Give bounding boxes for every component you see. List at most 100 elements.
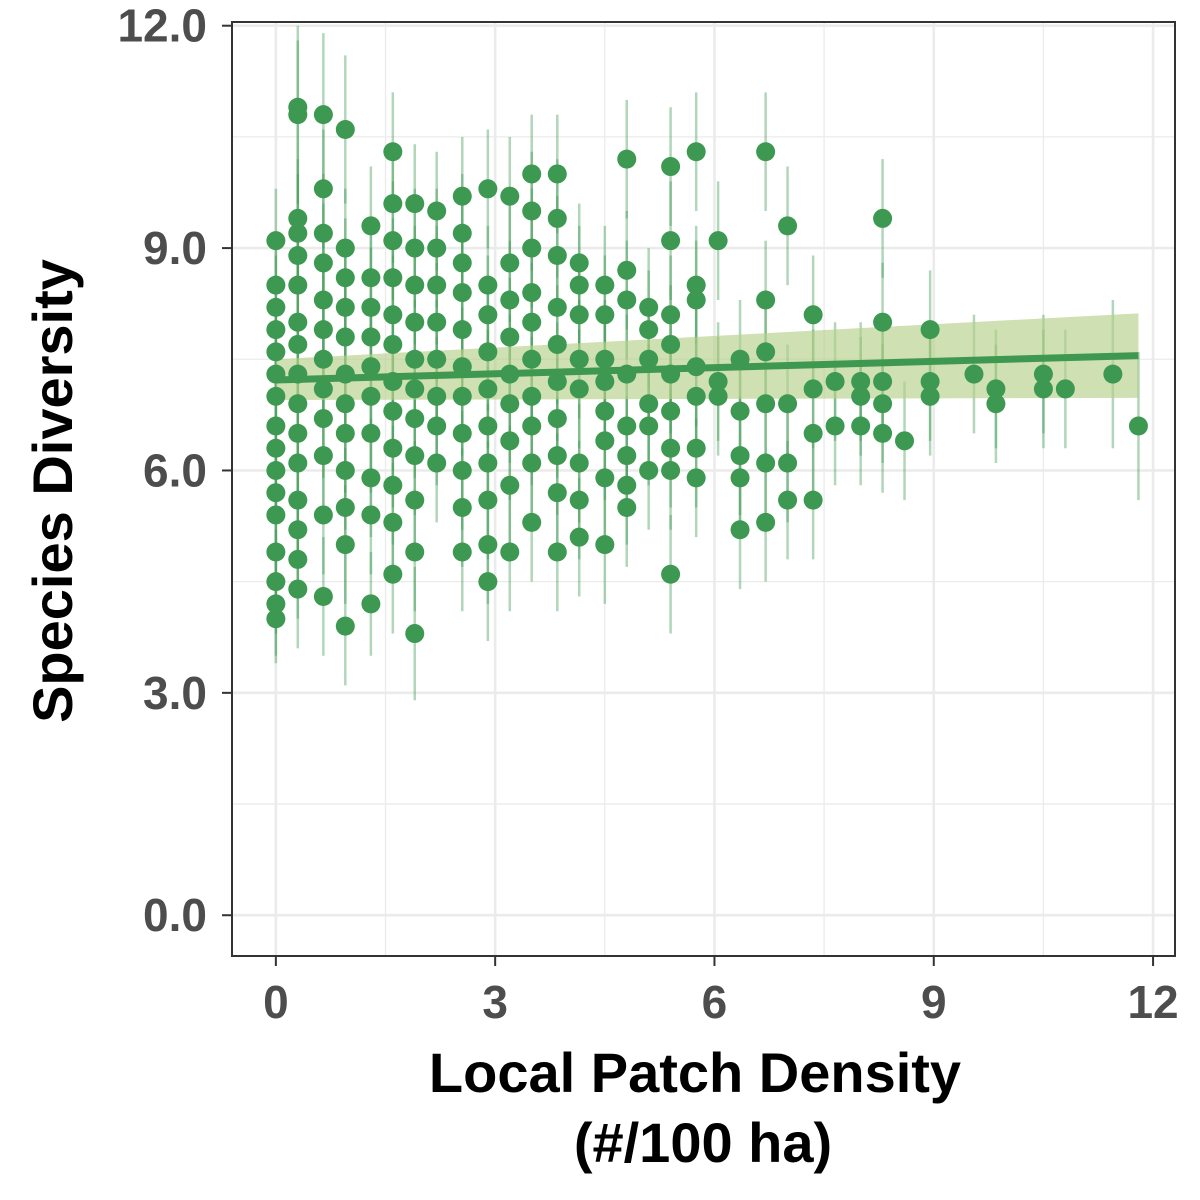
data-point bbox=[335, 423, 355, 443]
data-point bbox=[313, 349, 333, 369]
data-point bbox=[617, 260, 637, 280]
data-point bbox=[427, 275, 447, 295]
data-point bbox=[288, 520, 308, 540]
data-point bbox=[708, 231, 728, 251]
data-point bbox=[1055, 379, 1075, 399]
data-point bbox=[288, 549, 308, 569]
x-axis: 0 3 6 9 12 bbox=[263, 956, 1179, 1028]
y-tick-label: 9.0 bbox=[143, 222, 207, 274]
data-point bbox=[547, 334, 567, 354]
data-point bbox=[452, 186, 472, 206]
data-point bbox=[522, 512, 542, 532]
data-point bbox=[595, 535, 615, 555]
data-point bbox=[383, 231, 403, 251]
data-point bbox=[569, 349, 589, 369]
data-point bbox=[335, 460, 355, 480]
data-point bbox=[920, 372, 940, 392]
x-axis-title-line-1: Local Patch Density bbox=[429, 1041, 961, 1104]
data-point bbox=[452, 386, 472, 406]
data-point bbox=[288, 312, 308, 332]
data-point bbox=[803, 305, 823, 325]
data-point bbox=[547, 246, 567, 265]
data-point bbox=[803, 379, 823, 399]
x-axis-title-line-2: (#/100 ha) bbox=[574, 1111, 832, 1174]
data-point bbox=[266, 483, 286, 503]
data-point bbox=[617, 498, 637, 518]
data-point bbox=[730, 520, 750, 540]
data-point bbox=[500, 475, 520, 495]
data-point bbox=[661, 334, 681, 354]
data-point bbox=[405, 624, 425, 644]
data-point bbox=[383, 305, 403, 325]
data-point bbox=[1103, 364, 1123, 384]
data-point bbox=[964, 364, 984, 384]
data-point bbox=[873, 423, 893, 443]
data-point bbox=[522, 349, 542, 369]
data-point bbox=[361, 594, 381, 614]
data-point bbox=[547, 483, 567, 503]
plot-panel bbox=[232, 22, 1175, 956]
data-point bbox=[595, 468, 615, 488]
data-point bbox=[547, 409, 567, 429]
data-point bbox=[288, 208, 308, 228]
data-point bbox=[500, 253, 520, 273]
data-point bbox=[383, 401, 403, 421]
data-point bbox=[405, 275, 425, 295]
data-point bbox=[266, 438, 286, 458]
data-point bbox=[730, 401, 750, 421]
data-point bbox=[778, 394, 798, 414]
data-point bbox=[361, 297, 381, 317]
data-point bbox=[288, 275, 308, 295]
data-point bbox=[335, 535, 355, 555]
data-point bbox=[405, 542, 425, 562]
data-point bbox=[266, 416, 286, 436]
data-point bbox=[266, 572, 286, 592]
data-point bbox=[639, 297, 659, 317]
data-point bbox=[288, 394, 308, 414]
data-point bbox=[756, 512, 776, 532]
data-point bbox=[500, 186, 520, 206]
data-point bbox=[313, 320, 333, 340]
data-point bbox=[569, 527, 589, 547]
data-point bbox=[595, 431, 615, 451]
data-point bbox=[522, 201, 542, 221]
data-point bbox=[569, 490, 589, 510]
data-point bbox=[313, 253, 333, 273]
data-point bbox=[361, 327, 381, 347]
data-point bbox=[361, 468, 381, 488]
data-point bbox=[452, 460, 472, 480]
data-point bbox=[313, 409, 333, 429]
y-tick-label: 6.0 bbox=[143, 444, 207, 496]
data-point bbox=[1033, 379, 1053, 399]
data-point bbox=[383, 194, 403, 214]
data-point bbox=[595, 349, 615, 369]
data-point bbox=[661, 305, 681, 325]
data-point bbox=[569, 253, 589, 273]
data-point bbox=[266, 275, 286, 295]
data-point bbox=[708, 372, 728, 392]
y-tick-label: 3.0 bbox=[143, 667, 207, 719]
data-point bbox=[778, 453, 798, 473]
data-point bbox=[1033, 364, 1053, 384]
data-point bbox=[313, 505, 333, 525]
plot-panel-border bbox=[231, 21, 1176, 957]
data-point bbox=[873, 312, 893, 332]
data-point bbox=[547, 542, 567, 562]
data-point bbox=[361, 386, 381, 406]
data-point bbox=[383, 142, 403, 162]
data-point bbox=[756, 142, 776, 162]
data-point bbox=[730, 468, 750, 488]
data-point bbox=[595, 401, 615, 421]
data-point bbox=[661, 460, 681, 480]
data-point bbox=[730, 446, 750, 466]
data-point bbox=[478, 179, 498, 199]
data-point bbox=[825, 372, 845, 392]
data-point bbox=[920, 320, 940, 340]
data-point bbox=[335, 119, 355, 139]
data-point bbox=[478, 572, 498, 592]
data-points bbox=[266, 97, 1148, 644]
data-point bbox=[500, 290, 520, 310]
y-tick-label: 12.0 bbox=[117, 0, 207, 52]
data-point bbox=[686, 468, 706, 488]
x-tick-label: 3 bbox=[482, 976, 508, 1028]
